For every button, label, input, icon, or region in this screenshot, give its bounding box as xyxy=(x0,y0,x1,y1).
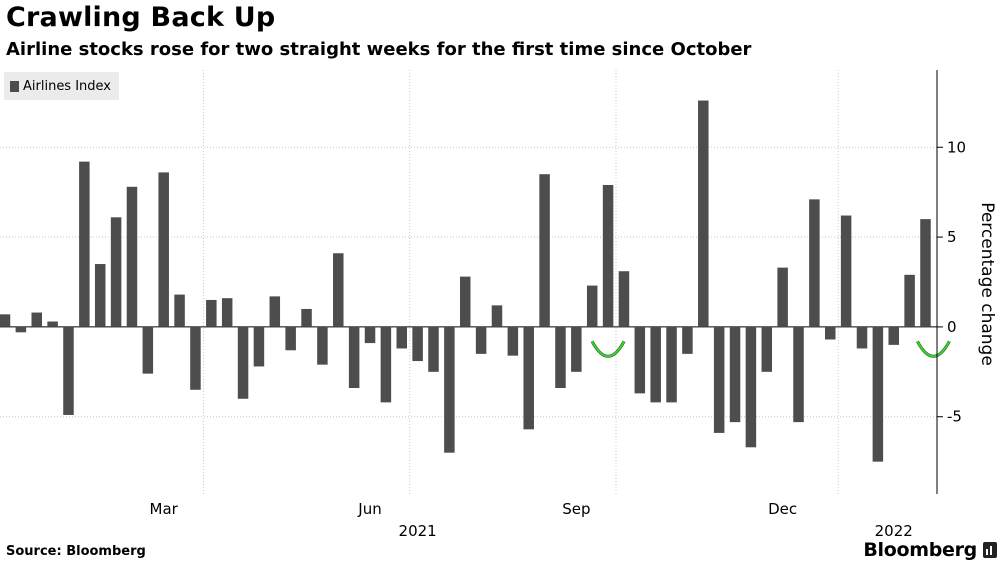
bar-21 xyxy=(333,253,344,327)
legend-label: Airlines Index xyxy=(23,78,112,94)
x-year-label-2021: 2021 xyxy=(399,522,437,540)
y-tick-label--5: -5 xyxy=(947,408,962,426)
chart-title: Crawling Back Up xyxy=(6,2,276,33)
bar-29 xyxy=(459,276,471,327)
bar-47 xyxy=(745,326,757,448)
x-month-label-dec: Dec xyxy=(768,500,797,518)
x-month-label-sep: Sep xyxy=(562,500,590,518)
bar-51 xyxy=(809,199,820,327)
bar-10 xyxy=(158,172,169,327)
bar-20 xyxy=(317,326,328,365)
bar-12 xyxy=(190,326,201,390)
bar-39 xyxy=(618,271,630,327)
x-month-label-mar: Mar xyxy=(150,500,179,518)
bar-5 xyxy=(79,161,90,327)
highlight-mark-1 xyxy=(916,340,951,358)
bar-7 xyxy=(110,217,122,327)
gridlines xyxy=(0,70,937,494)
bar-53 xyxy=(840,215,852,327)
bar-0 xyxy=(0,314,11,327)
bar-13 xyxy=(206,299,217,327)
bar-44 xyxy=(698,100,709,327)
bar-48 xyxy=(761,326,773,372)
bar-18 xyxy=(285,326,296,351)
highlight-marks xyxy=(590,340,951,358)
x-axis: Mar Jun Sep Dec 2021 2022 xyxy=(150,500,913,540)
bar-36 xyxy=(571,326,582,372)
source-note: Source: Bloomberg xyxy=(6,544,146,559)
bar-40 xyxy=(634,326,646,394)
bar-49 xyxy=(777,267,788,327)
bar-6 xyxy=(94,264,106,327)
bar-27 xyxy=(428,326,439,372)
bar-14 xyxy=(221,298,233,327)
bar-30 xyxy=(475,326,487,354)
bar-45 xyxy=(713,326,725,433)
bloomberg-chart-icon xyxy=(983,542,997,558)
bar-24 xyxy=(380,326,392,403)
bar-8 xyxy=(126,186,138,327)
bar-33 xyxy=(523,326,534,430)
bar-4 xyxy=(63,326,74,415)
bar-11 xyxy=(174,294,185,327)
y-axis-label: Percentage change xyxy=(977,202,997,366)
y-tick-label-5: 5 xyxy=(947,228,957,246)
chart-subtitle: Airline stocks rose for two straight wee… xyxy=(6,39,752,60)
bar-9 xyxy=(142,326,154,374)
bar-16 xyxy=(253,326,265,367)
bars xyxy=(0,100,931,462)
bar-1 xyxy=(15,326,27,333)
bar-32 xyxy=(507,326,519,356)
bar-58 xyxy=(920,219,931,327)
x-month-label-jun: Jun xyxy=(357,500,381,518)
bar-34 xyxy=(539,174,550,327)
bar-50 xyxy=(793,326,804,423)
bloomberg-logo: Bloomberg xyxy=(863,539,977,561)
bar-2 xyxy=(31,312,42,327)
bar-35 xyxy=(555,326,566,388)
y-tick-label-0: 0 xyxy=(947,318,957,336)
bar-19 xyxy=(301,308,312,327)
bar-15 xyxy=(237,326,249,399)
y-axis: 10 5 0 -5 xyxy=(936,70,966,494)
legend: Airlines Index xyxy=(4,72,120,100)
bar-57 xyxy=(904,274,915,327)
bar-56 xyxy=(888,326,899,345)
bar-26 xyxy=(412,326,423,362)
bar-41 xyxy=(650,326,661,403)
bar-37 xyxy=(586,285,598,327)
bar-23 xyxy=(364,326,376,344)
bar-22 xyxy=(348,326,360,388)
bar-28 xyxy=(444,326,455,453)
bar-46 xyxy=(729,326,741,423)
bar-42 xyxy=(666,326,677,403)
legend-swatch xyxy=(10,80,19,92)
bar-55 xyxy=(872,326,884,462)
highlight-mark-0 xyxy=(591,340,625,358)
x-year-label-2022: 2022 xyxy=(875,522,913,540)
bar-43 xyxy=(682,326,693,354)
bar-52 xyxy=(825,326,836,340)
bar-38 xyxy=(602,184,614,327)
bar-25 xyxy=(396,326,408,349)
bar-31 xyxy=(491,305,503,327)
bar-54 xyxy=(856,326,868,349)
y-tick-label-10: 10 xyxy=(947,138,966,156)
bar-17 xyxy=(269,296,281,327)
bar-3 xyxy=(47,321,58,327)
